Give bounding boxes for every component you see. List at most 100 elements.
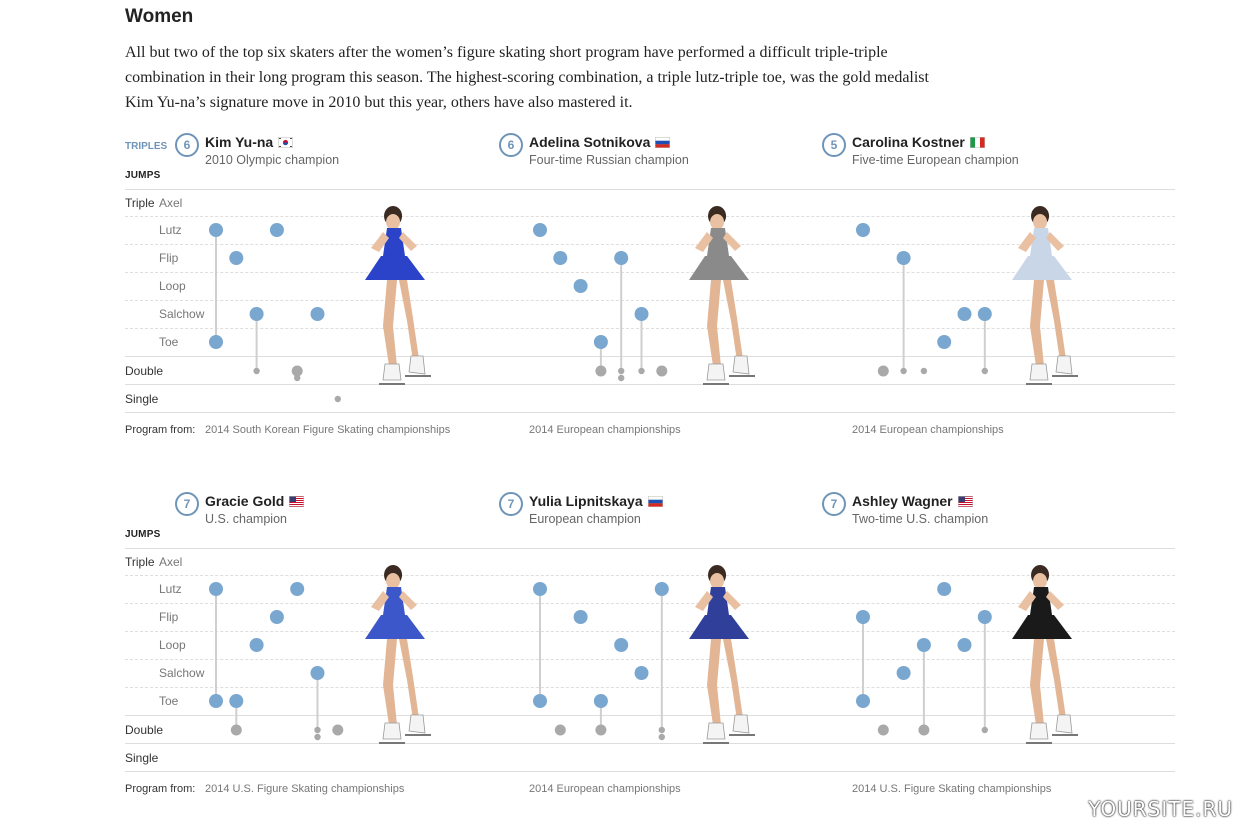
grid-line	[125, 715, 1175, 716]
row-label-lutz: Lutz	[159, 582, 182, 596]
row-label-toe: Toe	[159, 694, 179, 708]
grid-line	[125, 687, 1175, 688]
flag-icon	[647, 496, 663, 507]
jump-point	[573, 279, 588, 293]
row-label-toe: Toe	[159, 335, 179, 349]
skater-name: Adelina Sotnikova	[529, 134, 671, 150]
row-label-single: Single	[125, 751, 159, 765]
jump-point	[977, 307, 992, 321]
jump-point	[593, 694, 608, 708]
skater-name-text: Yulia Lipnitskaya	[529, 493, 643, 509]
jump-point	[533, 582, 547, 596]
skater-name: Kim Yu-na	[205, 134, 294, 150]
grid-line	[125, 272, 1175, 273]
skater-name: Yulia Lipnitskaya	[529, 493, 663, 509]
jump-point	[573, 610, 588, 624]
grid-line	[125, 216, 1175, 217]
jump-point	[658, 733, 665, 741]
jump-point	[957, 307, 972, 321]
row-label-single: Single	[125, 392, 159, 406]
skater-subtitle: Five-time European champion	[852, 153, 1019, 167]
row-label-flip: Flip	[159, 610, 179, 624]
grid-line	[125, 244, 1175, 245]
jump-point	[593, 335, 608, 349]
chart-section: JUMPS Triple Axel Lutz Flip Loop Salchow Toe Dou…	[0, 487, 1241, 827]
triples-count-badge: 7	[175, 492, 199, 516]
jump-point	[916, 638, 931, 652]
jump-chart-svg	[209, 582, 992, 741]
row-label-loop: Loop	[159, 638, 186, 652]
skater-subtitle: 2010 Olympic champion	[205, 153, 340, 167]
jump-chart-svg	[209, 223, 992, 403]
skater-photo	[689, 565, 755, 744]
row-label-salchow: Salchow	[159, 307, 205, 321]
skater-name-text: Carolina Kostner	[852, 134, 965, 150]
chart-section: TRIPLES JUMPS Triple Axel Lutz Flip Loop Salcho…	[0, 128, 1241, 468]
jump-point	[595, 365, 607, 377]
skater-name-text: Gracie Gold	[205, 493, 285, 509]
jump-point	[230, 724, 242, 736]
grid-line	[125, 548, 1175, 549]
jump-point	[229, 694, 244, 708]
jump-point	[269, 610, 284, 624]
jump-point	[269, 223, 284, 237]
skater-photo	[1012, 565, 1078, 744]
jump-point	[877, 365, 889, 377]
jump-point	[900, 367, 907, 375]
jumps-label: JUMPS	[125, 529, 161, 540]
grid-line	[125, 300, 1175, 301]
program-source: 2014 U.S. Figure Skating championships	[852, 783, 1052, 795]
jump-point	[209, 694, 223, 708]
jump-point	[896, 666, 911, 680]
triples-count-badge: 6	[499, 133, 523, 157]
grid-line	[125, 743, 1175, 744]
jump-point	[937, 582, 952, 596]
skater-subtitle: U.S. champion	[205, 512, 287, 526]
grid-line	[125, 384, 1175, 385]
program-source: 2014 European championships	[852, 424, 1004, 436]
jump-point	[937, 335, 952, 349]
jump-point	[614, 251, 629, 265]
program-from-label: Program from:	[125, 783, 196, 795]
row-label-salchow: Salchow	[159, 666, 205, 680]
row-label-axel: Axel	[159, 196, 183, 210]
jump-point	[920, 367, 928, 375]
skater-photo	[365, 206, 431, 385]
jump-point	[618, 374, 625, 382]
flag-icon	[957, 496, 973, 507]
jumps-label: JUMPS	[125, 170, 161, 181]
jump-point	[291, 365, 303, 377]
skater-name: Ashley Wagner	[852, 493, 973, 509]
jump-point	[634, 307, 649, 321]
triples-label: TRIPLES	[125, 141, 168, 152]
jump-point	[554, 724, 566, 736]
jump-point	[595, 724, 607, 736]
program-source: 2014 European championships	[529, 424, 681, 436]
row-label-lutz: Lutz	[159, 223, 182, 237]
jump-point	[977, 610, 992, 624]
grid-line	[125, 356, 1175, 357]
watermark: YOURSITE.RU	[1088, 797, 1233, 821]
flag-icon	[655, 137, 671, 148]
jump-point	[638, 367, 645, 375]
program-source: 2014 South Korean Figure Skating champio…	[205, 424, 451, 436]
triples-count-badge: 5	[822, 133, 846, 157]
skater-subtitle: Four-time Russian champion	[529, 153, 689, 167]
jump-point	[334, 395, 341, 403]
jump-point	[553, 251, 568, 265]
skater-photo	[689, 206, 755, 385]
jump-point	[249, 638, 264, 652]
jump-point	[856, 694, 870, 708]
jump-point	[310, 307, 325, 321]
jump-point	[618, 367, 625, 375]
jump-point	[209, 582, 223, 596]
jump-point	[918, 724, 930, 736]
skater-photo	[365, 565, 431, 744]
jump-point	[294, 374, 301, 382]
jump-point	[856, 223, 870, 237]
jump-point	[310, 666, 325, 680]
intro-paragraph: All but two of the top six skaters after…	[125, 44, 929, 111]
row-label-flip: Flip	[159, 251, 179, 265]
jump-point	[957, 638, 972, 652]
jump-point	[896, 251, 911, 265]
